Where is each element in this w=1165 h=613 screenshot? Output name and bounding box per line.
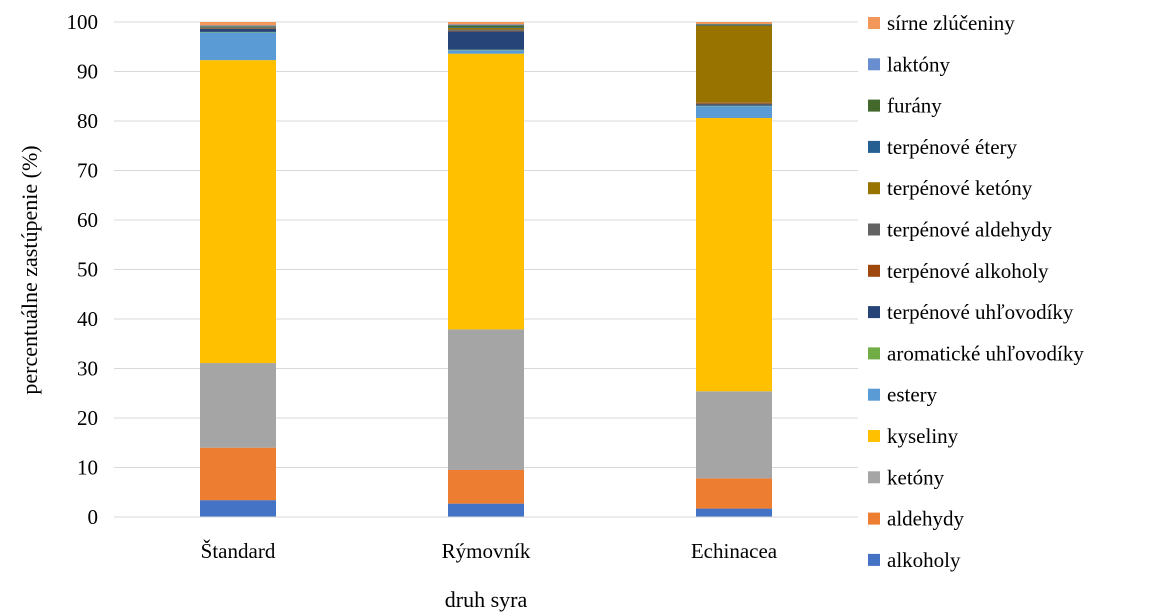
y-tick-label: 40 (77, 307, 98, 331)
y-tick-label: 0 (88, 505, 99, 529)
legend-label: alkoholy (887, 548, 961, 572)
legend-swatch (868, 99, 880, 112)
bar-segment (448, 503, 524, 517)
legend: sírne zlúčeniny laktóny furány terpénové ét… (868, 11, 1084, 572)
y-tick-label: 30 (77, 357, 98, 381)
bar-segment (696, 103, 772, 105)
legend-label: terpénové aldehydy (887, 218, 1053, 242)
legend-label: kyseliny (887, 424, 959, 448)
legend-swatch (868, 430, 880, 442)
y-tick-label: 60 (77, 208, 98, 232)
legend-swatch (868, 140, 880, 153)
legend-swatch (868, 58, 880, 71)
legend-swatch (868, 306, 880, 319)
bars (200, 22, 772, 517)
legend-label: terpénové uhľovodíky (887, 300, 1074, 324)
legend-swatch (868, 388, 880, 401)
legend-label: terpénové alkoholy (887, 259, 1049, 283)
legend-label: laktóny (887, 52, 950, 76)
legend-swatch (868, 347, 880, 360)
legend-label: estery (887, 383, 938, 407)
legend-label: terpénové étery (887, 135, 1018, 159)
bar-segment (696, 478, 772, 509)
bar-segment (696, 508, 772, 517)
legend-label: aromatické uhľovodíky (887, 341, 1084, 365)
y-tick-label: 80 (77, 109, 98, 133)
legend-swatch (868, 17, 880, 29)
legend-swatch (868, 553, 880, 566)
bar-segment (696, 25, 772, 103)
x-tick-label: Štandard (201, 539, 276, 563)
legend-label: terpénové ketóny (887, 176, 1033, 200)
bar-segment (200, 25, 276, 27)
y-tick-labels: 0 10 20 30 40 50 60 70 80 90 100 (67, 10, 99, 529)
bar-segment (200, 500, 276, 517)
bar-segment (696, 106, 772, 119)
bar-segment (696, 391, 772, 479)
x-tick-label: Echinacea (691, 539, 778, 563)
legend-label: aldehydy (887, 507, 964, 531)
bar-segment (448, 22, 524, 25)
bar-segment (200, 60, 276, 364)
y-tick-label: 50 (77, 258, 98, 282)
bar-segment (696, 22, 772, 24)
bar-segment (696, 118, 772, 392)
legend-swatch (868, 223, 880, 236)
bar-segment (200, 32, 276, 61)
legend-label: sírne zlúčeniny (887, 11, 1015, 35)
bar-segment (448, 469, 524, 504)
bar-segment (448, 50, 524, 54)
legend-swatch (868, 471, 880, 484)
y-tick-label: 20 (77, 406, 98, 430)
y-tick-label: 90 (77, 60, 98, 84)
bar-segment (448, 25, 524, 28)
y-tick-label: 100 (67, 10, 99, 34)
bar-segment (200, 363, 276, 448)
y-tick-label: 70 (77, 159, 98, 183)
x-axis-title: druh syra (445, 587, 528, 612)
bar-segment (200, 28, 276, 32)
bar-segment (448, 24, 524, 26)
bar-segment (200, 447, 276, 501)
bar-segment (696, 104, 772, 106)
legend-label: furány (887, 94, 942, 118)
x-tick-label: Rýmovník (442, 539, 531, 563)
bar-segment (200, 22, 276, 26)
legend-label: ketóny (887, 465, 945, 489)
bar-segment (448, 329, 524, 470)
legend-swatch (868, 264, 880, 277)
bar-segment (448, 53, 524, 330)
legend-swatch (868, 182, 880, 195)
legend-swatch (868, 512, 880, 525)
bar-segment (448, 31, 524, 50)
y-tick-label: 10 (77, 456, 98, 480)
bar-segment (448, 29, 524, 31)
bar-segment (448, 27, 524, 30)
x-tick-labels: Štandard Rýmovník Echinacea (201, 539, 778, 563)
y-axis-title: percentuálne zastúpenie (%) (17, 145, 42, 394)
